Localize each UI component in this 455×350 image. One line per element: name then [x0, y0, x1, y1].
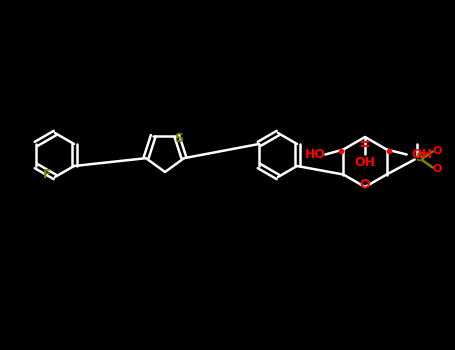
Text: S: S: [174, 132, 183, 145]
Text: HO: HO: [305, 148, 326, 161]
Text: O: O: [360, 178, 370, 191]
Text: F: F: [43, 168, 51, 181]
Text: OH: OH: [354, 155, 375, 168]
Text: OH: OH: [411, 148, 432, 161]
Text: S: S: [415, 151, 424, 164]
Text: O: O: [433, 164, 442, 175]
Text: O: O: [433, 147, 442, 156]
